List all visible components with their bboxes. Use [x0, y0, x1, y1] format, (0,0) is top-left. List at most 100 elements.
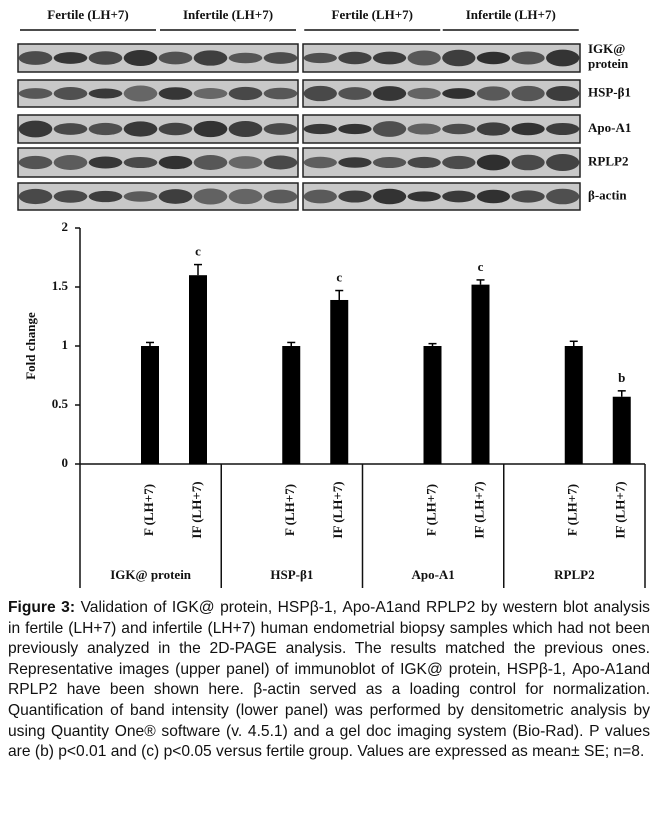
blot-band — [303, 123, 337, 135]
blot-band — [53, 87, 88, 100]
blot-band — [476, 86, 511, 101]
y-tick-label: 1 — [62, 337, 69, 352]
bar — [189, 275, 207, 464]
blot-band — [53, 123, 88, 135]
blot-band — [193, 50, 228, 66]
blot-band — [546, 49, 580, 67]
bar-label: F (LH+7) — [141, 484, 156, 536]
blot-band — [407, 87, 441, 100]
blot-band — [123, 156, 158, 169]
blot-band — [263, 87, 298, 100]
blot-band — [372, 121, 407, 137]
blot-row-label-line: IGK@ — [588, 41, 625, 56]
blot-band — [263, 155, 298, 170]
blot-band — [158, 122, 193, 136]
blot-band — [338, 87, 372, 100]
blot-band — [338, 157, 372, 168]
group-label: HSP-β1 — [270, 567, 313, 582]
blot-header: Infertile (LH+7) — [466, 7, 556, 22]
bar — [330, 299, 349, 464]
blot-band — [158, 155, 193, 170]
blot-band — [193, 120, 228, 138]
blot-row-label: IGK@ protein — [588, 41, 629, 71]
blot-band — [476, 122, 511, 136]
blot-band — [442, 190, 476, 203]
blot-band — [372, 156, 407, 169]
blot-row-label: Apo-A1 — [588, 120, 631, 135]
blot-row-label: β-actin — [588, 187, 627, 202]
blot-band — [158, 189, 193, 204]
blot-band — [88, 88, 123, 99]
blot-band — [476, 154, 511, 171]
group-label: RPLP2 — [554, 567, 594, 582]
blot-band — [123, 50, 158, 66]
blot-band — [442, 49, 476, 67]
blot-band — [407, 191, 441, 202]
blot-band — [18, 155, 53, 170]
bar-label: IF (LH+7) — [613, 481, 628, 538]
blot-band — [442, 88, 476, 99]
blot-band — [158, 87, 193, 100]
y-tick-label: 0 — [62, 455, 69, 470]
caption: Figure 3: Validation of IGK@ protein, HS… — [8, 598, 650, 763]
blot-band — [546, 122, 580, 136]
bar — [564, 346, 583, 464]
bar-label: F (LH+7) — [565, 484, 580, 536]
blot-header: Infertile (LH+7) — [183, 7, 273, 22]
blot-header: Fertile (LH+7) — [47, 7, 128, 22]
blot-band — [123, 121, 158, 137]
blot-band — [338, 190, 372, 203]
blot-band — [511, 122, 545, 136]
blot-band — [193, 188, 228, 205]
blot-band — [228, 188, 263, 205]
blot-band — [303, 85, 337, 102]
blot-band — [511, 85, 545, 102]
blot-band — [476, 51, 511, 65]
blot-row-label-line: protein — [588, 56, 629, 71]
bar — [282, 346, 301, 464]
blot-band — [407, 50, 441, 66]
bar-label: IF (LH+7) — [471, 481, 486, 538]
y-tick-label: 0.5 — [52, 396, 69, 411]
bar-label: F (LH+7) — [423, 484, 438, 536]
bar-label: IF (LH+7) — [330, 481, 345, 538]
blot-band — [88, 51, 123, 65]
blot-band — [407, 123, 441, 135]
blot-band — [338, 123, 372, 135]
blot-band — [88, 122, 123, 136]
blot-band — [18, 51, 53, 65]
blot-band — [372, 188, 407, 205]
significance-letter: b — [618, 370, 625, 385]
blot-band — [372, 86, 407, 101]
blot-band — [88, 156, 123, 169]
blot-band — [228, 86, 263, 101]
blot-band — [511, 190, 545, 203]
bar — [471, 284, 490, 464]
blot-band — [228, 156, 263, 169]
blot-band — [158, 51, 193, 65]
bar — [423, 346, 442, 464]
blot-band — [263, 189, 298, 204]
blot-band — [338, 51, 372, 65]
blot-band — [263, 52, 298, 64]
blot-band — [372, 51, 407, 65]
blot-band — [123, 85, 158, 102]
blot-band — [193, 88, 228, 99]
group-label: IGK@ protein — [110, 567, 192, 582]
blot-band — [263, 123, 298, 135]
blot-band — [88, 190, 123, 203]
blot-row-label: HSP-β1 — [588, 84, 631, 99]
group-label: Apo-A1 — [411, 567, 454, 582]
blot-band — [476, 189, 511, 204]
blot-band — [193, 155, 228, 170]
blot-band — [228, 120, 263, 138]
blot-band — [407, 156, 441, 169]
blot-band — [303, 52, 337, 64]
blot-band — [442, 155, 476, 170]
significance-letter: c — [195, 244, 201, 259]
bar — [141, 346, 159, 464]
bar-label: F (LH+7) — [282, 484, 297, 536]
figure: Fertile (LH+7) Infertile (LH+7) Fertile (L… — [17, 7, 646, 588]
caption-text: Validation of IGK@ protein, HSPβ-1, Apo-… — [8, 599, 650, 761]
